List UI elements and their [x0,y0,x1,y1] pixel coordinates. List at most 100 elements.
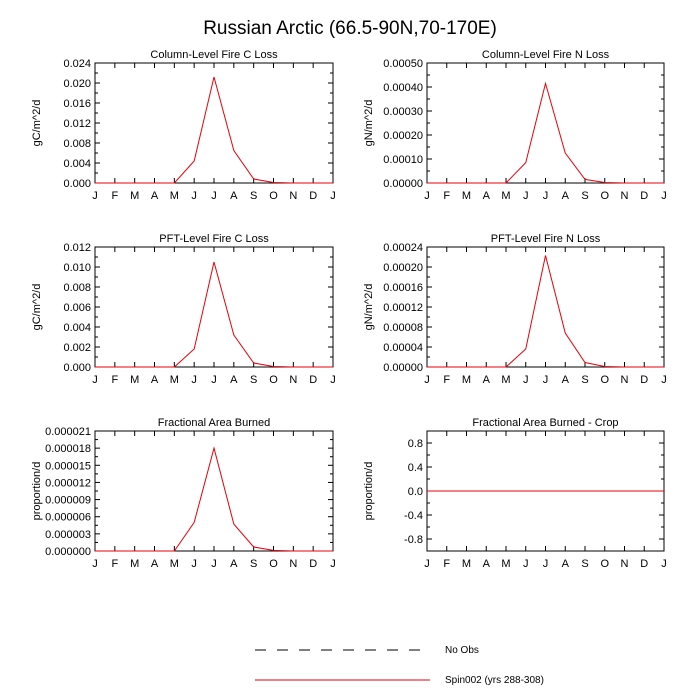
x-tick-label: J [424,374,430,386]
y-tick-label: 0.000 [63,362,91,374]
x-tick-label: J [330,558,336,570]
x-tick-label: F [443,190,450,202]
y-tick-label: 0.024 [63,58,91,70]
y-tick-label: 0.000003 [45,529,91,541]
y-tick-label: 0.00020 [383,262,423,274]
y-tick-label: 0.8 [408,438,423,450]
y-tick-label: 0.00012 [383,302,423,314]
x-tick-label: O [269,190,278,202]
x-tick-label: J [330,190,336,202]
y-tick-label: 0.000015 [45,460,91,472]
y-tick-label: 0.010 [63,262,91,274]
x-tick-label: N [621,190,629,202]
x-tick-label: A [230,190,238,202]
x-tick-label: M [130,190,139,202]
x-tick-label: N [621,558,629,570]
y-tick-label: 0.00010 [383,154,423,166]
x-tick-label: S [250,558,257,570]
y-tick-label: 0.002 [63,342,91,354]
y-tick-label: 0.012 [63,118,91,130]
x-tick-label: J [92,190,98,202]
y-tick-label: 0.004 [63,322,91,334]
x-tick-label: F [443,558,450,570]
x-tick-label: O [269,374,278,386]
x-tick-label: S [581,558,588,570]
x-tick-label: N [289,558,297,570]
x-tick-label: A [483,558,491,570]
series-line-spin002 [95,261,333,368]
x-tick-label: A [230,558,238,570]
panel-title: Column-Level Fire C Loss [150,49,278,61]
x-tick-label: N [621,374,629,386]
y-tick-label: 0.004 [63,158,91,170]
x-tick-label: M [462,558,471,570]
x-tick-label: M [130,374,139,386]
figure-title: Russian Arctic (66.5-90N,70-170E) [203,18,497,39]
y-tick-label: 0.00024 [383,242,423,254]
chart-panels: Column-Level Fire C Loss gC/m^2/d 0.000 0.0… [31,49,667,570]
x-tick-label: J [424,558,430,570]
x-tick-label: J [661,374,667,386]
panel-area-burned: Fractional Area Burnedproportion/d0.0000… [31,417,336,570]
x-tick-label: J [543,558,549,570]
x-tick-label: D [309,558,317,570]
y-axis-label: gN/m^2/d [363,284,375,331]
plot-frame [94,62,334,184]
x-tick-label: S [250,190,257,202]
y-tick-label: 0.008 [63,282,91,294]
x-tick-label: J [191,558,197,570]
y-tick-label: 0.020 [63,78,91,90]
y-tick-label: 0.00008 [383,322,423,334]
y-tick-label: 0.00000 [383,362,423,374]
legend-label-spin002: Spin002 (yrs 288-308) [445,675,544,686]
x-tick-label: S [581,374,588,386]
plot-frame [94,246,334,368]
x-tick-label: N [289,190,297,202]
x-tick-label: J [191,374,197,386]
y-tick-label: 0.006 [63,302,91,314]
plot-frame [426,246,665,368]
x-tick-label: F [111,558,118,570]
y-tick-label: 0.000018 [45,443,91,455]
panel-column-fire-n: Column-Level Fire N Loss gN/m^2/d 0.00000 0… [363,49,667,202]
y-tick-label: 0.4 [408,462,423,474]
x-tick-label: J [661,190,667,202]
x-tick-label: J [523,190,529,202]
x-tick-label: M [462,374,471,386]
y-tick-label: 0.000 [63,178,91,190]
x-tick-label: O [269,558,278,570]
x-tick-label: M [170,190,179,202]
y-tick-label: 0.016 [63,98,91,110]
x-tick-label: F [111,190,118,202]
x-tick-label: M [130,558,139,570]
x-tick-label: M [170,374,179,386]
x-tick-label: J [211,558,217,570]
x-tick-label: A [483,374,491,386]
x-tick-label: O [600,558,609,570]
x-tick-label: J [424,190,430,202]
panel-title: Column-Level Fire N Loss [482,49,610,61]
x-tick-label: J [661,558,667,570]
x-tick-label: A [562,558,570,570]
panel-title: PFT-Level Fire N Loss [491,233,601,245]
x-tick-label: J [330,374,336,386]
x-tick-label: F [111,374,118,386]
x-tick-label: M [501,558,510,570]
panel-area-burned-crop: Fractional Area Burned - Crop proportion/… [363,417,667,570]
y-tick-label: 0.012 [63,242,91,254]
panel-title: Fractional Area Burned - Crop [472,417,618,429]
x-tick-label: O [600,374,609,386]
y-tick-label: 0.00040 [383,82,423,94]
y-axis-label: proportion/d [31,462,43,521]
y-axis-label: gN/m^2/d [363,100,375,147]
y-tick-label: 0.00016 [383,282,423,294]
x-tick-label: M [462,190,471,202]
y-axis-label: proportion/d [363,462,375,521]
x-tick-label: J [543,374,549,386]
y-tick-label: 0.00004 [383,342,423,354]
x-tick-label: D [640,558,648,570]
x-tick-label: A [562,190,570,202]
x-tick-label: A [151,374,159,386]
series-line-spin002 [95,76,333,184]
